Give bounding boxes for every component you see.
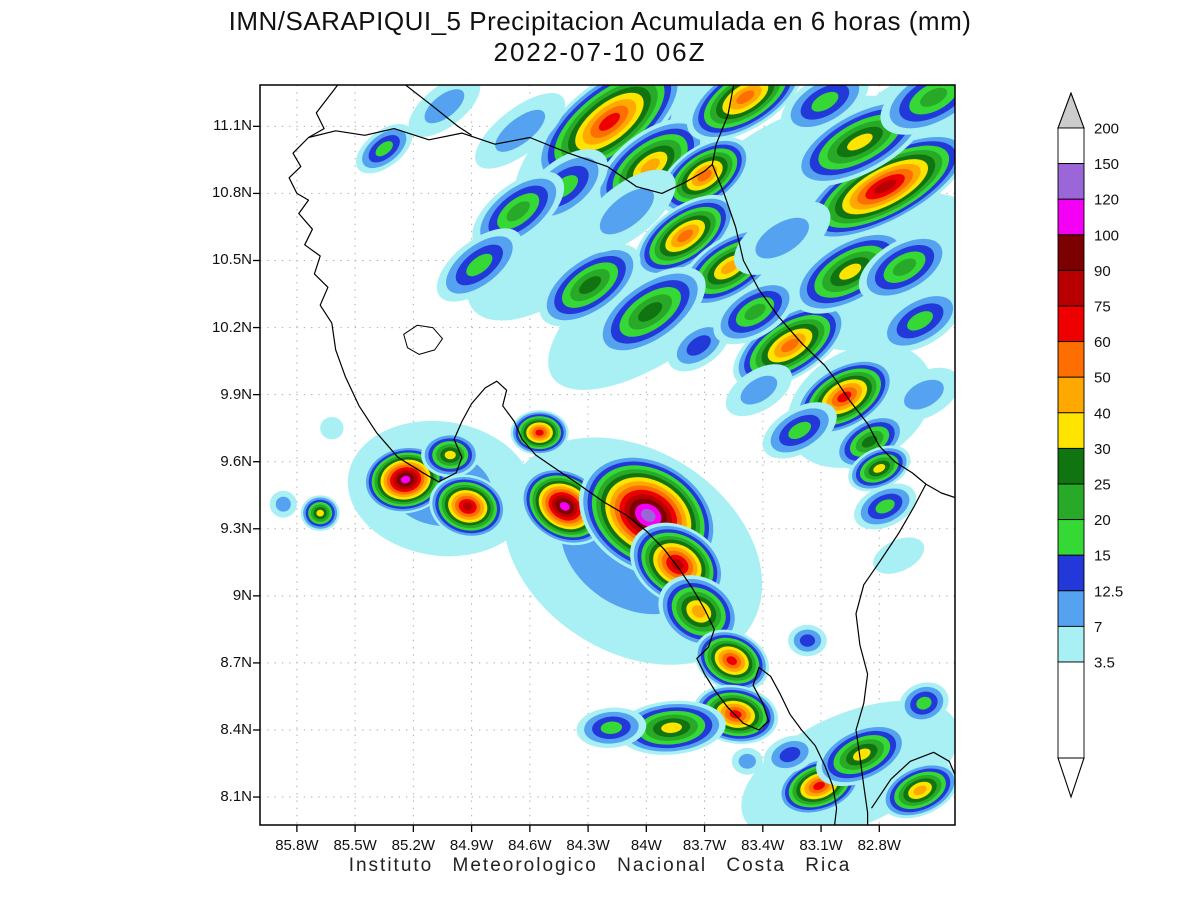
colorbar-tick-label: 200 (1094, 121, 1119, 138)
axis-ticks (253, 125, 880, 832)
lat-tick-label: 10.8N (211, 184, 252, 202)
colorbar-band (1057, 127, 1085, 165)
colorbar-band (1057, 198, 1085, 236)
lon-tick-label: 84.6W (508, 837, 552, 854)
lon-tick-label: 82.8W (857, 837, 901, 854)
colorbar-band (1057, 305, 1085, 343)
colorbar-band (1057, 163, 1085, 200)
colorbar-tick-label: 150 (1094, 156, 1119, 173)
colorbar-band (1057, 234, 1085, 271)
lon-tick-label: 84.3W (566, 837, 610, 854)
lon-tick-label: 85.5W (333, 837, 377, 854)
colorbar-band (1057, 483, 1085, 521)
lon-tick-label: 84.9W (449, 837, 494, 854)
colorbar-tick-label: 40 (1094, 405, 1111, 422)
colorbar-tick-label: 12.5 (1094, 583, 1123, 600)
footer-text: Instituto Meteorologico Nacional Costa R… (348, 855, 852, 876)
colorbar-band (1057, 412, 1085, 449)
colorbar-band (1057, 625, 1085, 663)
colorbar-tick-label: 20 (1094, 512, 1111, 529)
plot-frame (259, 84, 956, 826)
colorbar-tick-label: 25 (1094, 477, 1111, 494)
colorbar-below-band (1057, 661, 1085, 759)
colorbar-tick-label: 50 (1094, 370, 1111, 387)
map-content (260, 85, 955, 825)
colorbar-tick-label: 7 (1094, 619, 1102, 636)
lon-tick-label: 84W (630, 837, 662, 854)
precipitation-map (253, 84, 956, 832)
lon-tick-label: 83.1W (799, 837, 843, 854)
lat-tick-label: 10.5N (211, 251, 252, 269)
map-plot-area: 8.1N 8.4N 8.7N 9N 9.3N 9.6N 9.9N 10.2N 10.5N 10.8… (212, 84, 956, 854)
coastlines (288, 85, 955, 825)
colorbar-tick-label: 15 (1094, 548, 1111, 565)
lon-tick-label: 85.2W (391, 837, 436, 854)
lat-tick-label: 8.4N (220, 720, 252, 738)
lat-tick-label: 9.3N (220, 519, 252, 537)
colorbar-above-arrow (1057, 92, 1085, 129)
precipitation-cells (269, 85, 955, 825)
lat-tick-label: 11.1N (213, 117, 252, 135)
lat-tick-label: 9.6N (220, 452, 252, 470)
colorbar-legend: 200 150 120 100 90 75 60 50 40 30 25 20 15 12.5 7 3.5 (1057, 92, 1123, 799)
colorbar-band (1057, 554, 1085, 592)
colorbar-tick-label: 100 (1094, 227, 1119, 244)
colorbar-tick-label: 30 (1094, 441, 1111, 458)
colorbar-band (1057, 269, 1085, 307)
lat-tick-label: 8.1N (220, 788, 252, 806)
colorbar-tick-label: 90 (1094, 263, 1111, 280)
lon-tick-label: 83.4W (741, 837, 785, 854)
chart-title: IMN/SARAPIQUI_5 Precipitacion Acumulada … (228, 6, 972, 36)
colorbar-band (1057, 341, 1085, 378)
lake-outline (403, 324, 443, 355)
lon-tick-label: 85.8W (275, 837, 319, 854)
colorbar-band (1057, 519, 1085, 556)
lon-tick-label: 83.7W (682, 837, 727, 854)
lat-tick-label: 9N (232, 586, 252, 604)
colorbar-below-arrow (1057, 757, 1085, 799)
lat-tick-label: 10.2N (211, 318, 252, 336)
colorbar-band (1057, 447, 1085, 485)
chart-subtitle: 2022-07-10 06Z (493, 37, 707, 67)
colorbar-tick-label: 120 (1094, 192, 1119, 209)
lat-tick-label: 9.9N (220, 385, 252, 403)
colorbar-tick-label: 3.5 (1094, 655, 1115, 672)
lat-tick-label: 8.7N (220, 653, 252, 671)
colorbar-tick-label: 75 (1094, 299, 1111, 316)
colorbar-band (1057, 590, 1085, 627)
colorbar-band (1057, 376, 1085, 414)
colorbar-tick-label: 60 (1094, 334, 1111, 351)
